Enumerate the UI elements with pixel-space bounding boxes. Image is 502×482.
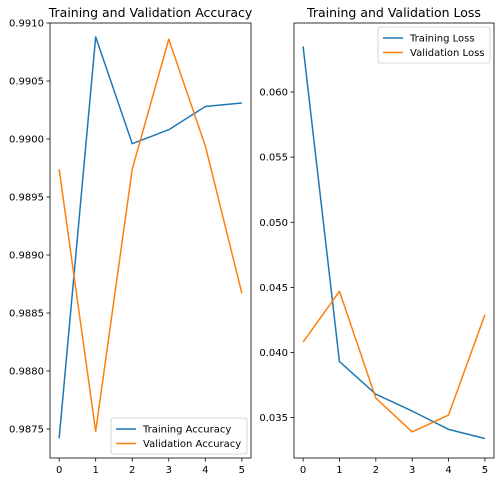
training-accuracy-line: [59, 37, 242, 438]
accuracy-plot-area: 0 1 2 3 4 5 0.9875 0.9880 0.9885 0.9890 0.9895 0.99…: [9, 19, 251, 477]
accuracy-y-tick-label: 0.9910: [9, 19, 44, 30]
accuracy-x-tick-label: 4: [202, 465, 208, 476]
loss-y-tick-label: 0.050: [259, 218, 288, 229]
accuracy-y-tick-label: 0.9875: [9, 425, 44, 436]
validation-accuracy-legend-label: Validation Accuracy: [143, 439, 241, 450]
accuracy-y-tick-label: 0.9895: [9, 193, 44, 204]
loss-chart: Training and Validation Loss 0 1 2 3 4 5 0.035…: [259, 5, 494, 476]
accuracy-x-tick-label: 2: [129, 465, 135, 476]
loss-x-tick-label: 5: [482, 465, 488, 476]
training-loss-line: [303, 46, 485, 438]
loss-chart-title: Training and Validation Loss: [306, 5, 481, 20]
accuracy-y-tick-label: 0.9885: [9, 309, 44, 320]
loss-x-tick-label: 3: [409, 465, 415, 476]
loss-y-tick-label: 0.045: [259, 283, 288, 294]
training-accuracy-legend-label: Training Accuracy: [142, 425, 231, 436]
loss-x-tick-label: 1: [336, 465, 342, 476]
loss-x-tick-label: 2: [373, 465, 379, 476]
loss-plot-area: 0 1 2 3 4 5 0.035 0.040 0.045 0.050 0.055 0.060 Trai…: [259, 23, 494, 476]
accuracy-y-tick-label: 0.9905: [9, 77, 44, 88]
accuracy-x-tick-label: 1: [92, 465, 98, 476]
training-loss-legend-label: Training Loss: [409, 34, 475, 45]
loss-y-tick-label: 0.040: [259, 348, 288, 359]
accuracy-chart-title: Training and Validation Accuracy: [48, 5, 253, 20]
accuracy-x-tick-label: 0: [56, 465, 62, 476]
validation-loss-legend-label: Validation Loss: [410, 48, 485, 59]
accuracy-y-tick-label: 0.9900: [9, 135, 44, 146]
accuracy-x-tick-label: 5: [239, 465, 245, 476]
validation-loss-line: [303, 291, 485, 432]
loss-x-tick-label: 0: [300, 465, 306, 476]
accuracy-y-tick-label: 0.9890: [9, 251, 44, 262]
loss-y-tick-label: 0.055: [259, 153, 288, 164]
loss-y-tick-label: 0.035: [259, 413, 288, 424]
accuracy-chart: Training and Validation Accuracy 0 1 2 3 4 50…: [9, 5, 253, 476]
loss-x-tick-label: 4: [445, 465, 451, 476]
accuracy-x-tick-label: 3: [166, 465, 172, 476]
loss-y-tick-label: 0.060: [259, 88, 288, 99]
accuracy-legend: Training Accuracy Validation Accuracy: [111, 418, 247, 454]
accuracy-y-tick-label: 0.9880: [9, 367, 44, 378]
validation-accuracy-line: [59, 39, 242, 431]
accuracy-axes-frame: [50, 23, 251, 458]
loss-legend: Training Loss Validation Loss: [378, 27, 490, 63]
loss-axes-frame: [294, 23, 494, 458]
